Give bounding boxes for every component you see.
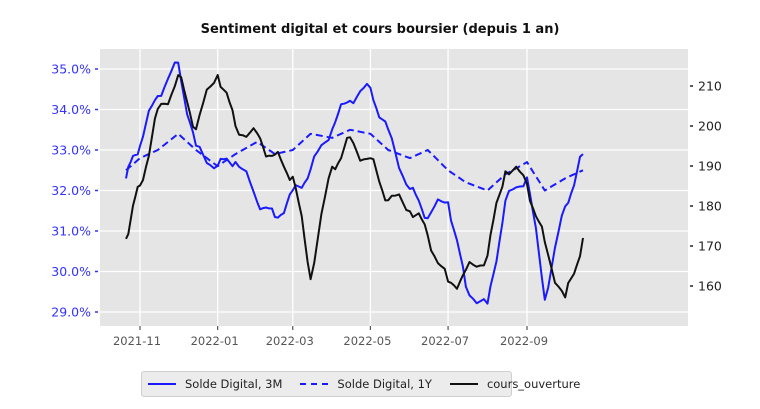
legend-solid-blue-line-icon bbox=[148, 383, 176, 385]
svg-text:2021-11: 2021-11 bbox=[113, 334, 161, 348]
legend-item-1y: Solde Digital, 1Y bbox=[300, 377, 432, 391]
legend-item-cours: cours_ouverture bbox=[449, 377, 581, 391]
solde-digital-3m-line bbox=[125, 61, 584, 305]
right-y-axis: 210 200 190 180 170 160 bbox=[690, 79, 722, 294]
svg-text:2022-01: 2022-01 bbox=[191, 334, 239, 348]
cours-ouverture-line bbox=[125, 74, 584, 299]
svg-text:200: 200 bbox=[698, 119, 722, 134]
svg-text:2022-03: 2022-03 bbox=[266, 334, 314, 348]
chart-title: Sentiment digital et cours boursier (dep… bbox=[200, 22, 560, 37]
svg-text:30.0%: 30.0% bbox=[51, 264, 91, 279]
svg-text:34.0%: 34.0% bbox=[51, 102, 91, 117]
svg-text:32.0%: 32.0% bbox=[51, 183, 91, 198]
legend-item-3m: Solde Digital, 3M bbox=[148, 377, 282, 391]
plot-area bbox=[100, 49, 688, 326]
svg-text:210: 210 bbox=[698, 79, 722, 94]
legend-solid-black-line-icon bbox=[449, 383, 478, 385]
svg-text:2022-09: 2022-09 bbox=[500, 334, 548, 348]
svg-text:29.0%: 29.0% bbox=[51, 305, 91, 320]
svg-text:33.0%: 33.0% bbox=[51, 143, 91, 158]
svg-text:180: 180 bbox=[698, 199, 722, 214]
legend-label: cours_ouverture bbox=[486, 377, 581, 391]
svg-text:35.0%: 35.0% bbox=[51, 62, 91, 77]
svg-text:190: 190 bbox=[698, 159, 722, 174]
legend-label: Solde Digital, 1Y bbox=[337, 377, 432, 391]
svg-text:160: 160 bbox=[698, 279, 722, 294]
legend: Solde Digital, 3M Solde Digital, 1Y cour… bbox=[141, 371, 580, 397]
svg-text:2022-05: 2022-05 bbox=[343, 334, 391, 348]
legend-dashed-blue-line-icon bbox=[300, 383, 329, 385]
svg-text:170: 170 bbox=[698, 239, 722, 254]
svg-text:31.0%: 31.0% bbox=[51, 224, 91, 239]
left-y-axis: 35.0% 34.0% 33.0% 32.0% 31.0% 30.0% 29.0% bbox=[51, 62, 98, 320]
series-lines bbox=[125, 61, 584, 305]
x-axis: 2021-11 2022-01 2022-03 2022-05 2022-07 2022-… bbox=[113, 326, 548, 348]
legend-label: Solde Digital, 3M bbox=[185, 377, 283, 391]
svg-text:2022-07: 2022-07 bbox=[421, 334, 469, 348]
